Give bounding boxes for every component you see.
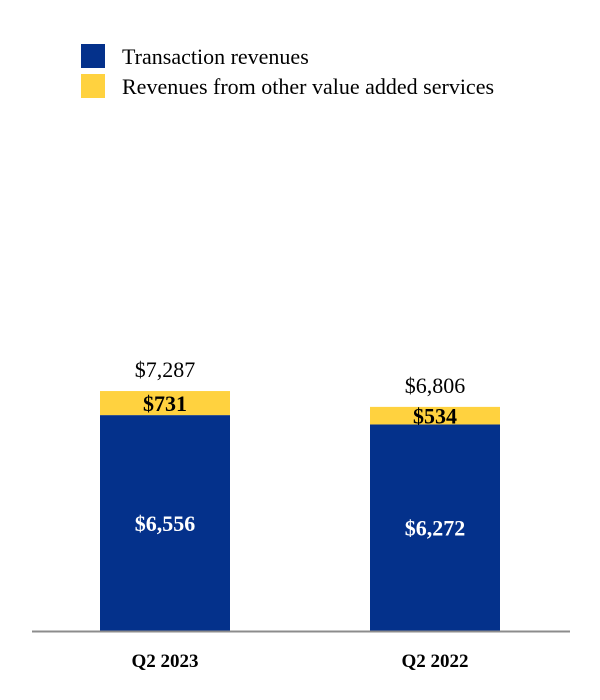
data-label-transaction-1: $6,272 (405, 516, 466, 541)
bar-other-services-1 (370, 406, 500, 425)
bar-other-services-0 (100, 391, 230, 416)
legend-label-other-services: Revenues from other value added services (122, 74, 494, 99)
x-tick-label-0: Q2 2023 (131, 651, 198, 672)
legend: Transaction revenues Revenues from other … (81, 44, 494, 99)
x-tick-label-1: Q2 2022 (401, 651, 468, 672)
data-labels: $6,556 $731 $7,287 Q2 2023 $6,272 $534 $6,806 Q… (131, 357, 468, 672)
total-label-1: $6,806 (405, 373, 466, 398)
data-label-other-services-0: $731 (143, 391, 187, 416)
data-label-transaction-0: $6,556 (135, 511, 196, 536)
bar-transaction-0 (100, 415, 230, 631)
legend-swatch-transaction (81, 44, 105, 68)
total-label-0: $7,287 (135, 357, 196, 382)
data-label-other-services-1: $534 (413, 404, 457, 429)
bar-transaction-1 (370, 424, 500, 631)
bars (100, 391, 500, 631)
legend-label-transaction: Transaction revenues (122, 44, 309, 69)
legend-swatch-other-services (81, 74, 105, 98)
